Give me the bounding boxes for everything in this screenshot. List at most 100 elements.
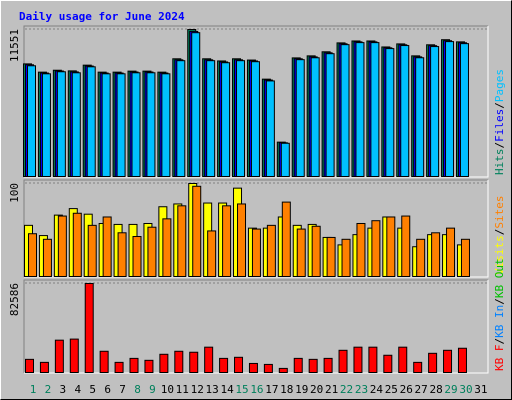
bar: [416, 238, 426, 278]
x-tick-label: 17: [265, 383, 278, 396]
bar: [162, 218, 172, 277]
legend: KB F/KB In/KB Out: [493, 258, 506, 371]
bar: [445, 41, 455, 178]
bar: [177, 205, 187, 278]
bar: [117, 232, 127, 277]
panel-edge-dark: [23, 279, 488, 373]
bar: [430, 46, 440, 177]
bar: [415, 57, 425, 177]
bar: [326, 236, 336, 278]
bar: [56, 71, 66, 177]
bar: [39, 361, 49, 374]
bar: [251, 228, 261, 278]
bar: [281, 201, 291, 278]
x-tick-label: 16: [250, 383, 263, 396]
bar: [189, 351, 199, 373]
legend-entry: Pages: [493, 69, 506, 102]
legend-entry: KB Out: [493, 258, 506, 298]
bar: [222, 205, 232, 278]
bar: [400, 45, 410, 178]
x-tick-label: 2: [45, 383, 52, 396]
bar: [219, 357, 229, 374]
bar: [28, 233, 37, 277]
bar: [341, 238, 351, 278]
bar: [355, 42, 365, 177]
bar: [446, 227, 456, 277]
bar: [84, 283, 94, 373]
bar: [42, 238, 52, 278]
bar: [57, 215, 67, 278]
bar: [41, 73, 51, 177]
legend-separator: /: [493, 102, 506, 109]
bar: [263, 363, 273, 373]
bar: [325, 53, 335, 177]
bar: [131, 72, 141, 177]
bar: [114, 361, 124, 374]
bar: [87, 224, 97, 278]
x-tick-label: 3: [60, 383, 67, 396]
x-tick-label: 13: [206, 383, 219, 396]
bar: [280, 142, 290, 178]
x-tick-label: 28: [429, 383, 442, 396]
legend-entry: Sites: [493, 196, 506, 229]
bar: [174, 350, 184, 374]
bar: [86, 66, 96, 177]
bar: [338, 349, 348, 373]
x-tick-label: 20: [310, 383, 323, 396]
y-tick-label: 11551: [8, 29, 21, 62]
legend-entry: Hits: [493, 149, 506, 176]
bar: [204, 346, 214, 374]
legend-entry: KB F: [493, 345, 506, 372]
bar: [368, 346, 378, 374]
x-tick-label: 4: [74, 383, 81, 396]
legend-separator: /: [493, 142, 506, 149]
bar: [102, 216, 112, 277]
x-tick-label: 25: [385, 383, 398, 396]
x-tick-label: 12: [191, 383, 204, 396]
bar: [176, 60, 186, 178]
bar: [370, 42, 380, 177]
x-tick-label: 6: [104, 383, 111, 396]
x-tick-label: 29: [444, 383, 457, 396]
bar: [248, 362, 258, 374]
bar: [192, 185, 202, 277]
legend-separator: /: [493, 338, 506, 345]
bar: [101, 73, 111, 177]
x-tick-label: 9: [149, 383, 156, 396]
bar: [310, 57, 320, 177]
bar: [323, 357, 333, 374]
bar: [296, 228, 306, 278]
bar: [265, 80, 275, 177]
bar: [147, 226, 157, 278]
bar: [460, 238, 470, 278]
bar: [72, 212, 82, 277]
bar: [129, 357, 139, 374]
x-tick-label: 24: [370, 383, 384, 396]
bar: [234, 356, 244, 374]
bar: [54, 339, 64, 374]
bar: [311, 225, 321, 277]
x-tick-label: 18: [280, 383, 293, 396]
x-tick-label: 8: [134, 383, 141, 396]
bar: [116, 73, 126, 177]
bar: [27, 65, 36, 177]
bar: [443, 349, 453, 373]
bar: [132, 236, 142, 277]
bar: [144, 359, 154, 373]
bar: [371, 220, 381, 277]
bar: [236, 60, 246, 178]
bar: [308, 358, 318, 373]
legend: Hits/Files/Pages: [493, 69, 506, 175]
bar: [278, 367, 288, 374]
bar: [398, 346, 408, 374]
x-tick-label: 27: [415, 383, 428, 396]
bar: [71, 72, 81, 177]
bar: [413, 361, 423, 374]
legend-entry: Files: [493, 109, 506, 142]
bar: [293, 357, 303, 374]
bar: [428, 352, 438, 373]
x-tick-label: 14: [220, 383, 234, 396]
x-tick-label: 31: [474, 383, 487, 396]
